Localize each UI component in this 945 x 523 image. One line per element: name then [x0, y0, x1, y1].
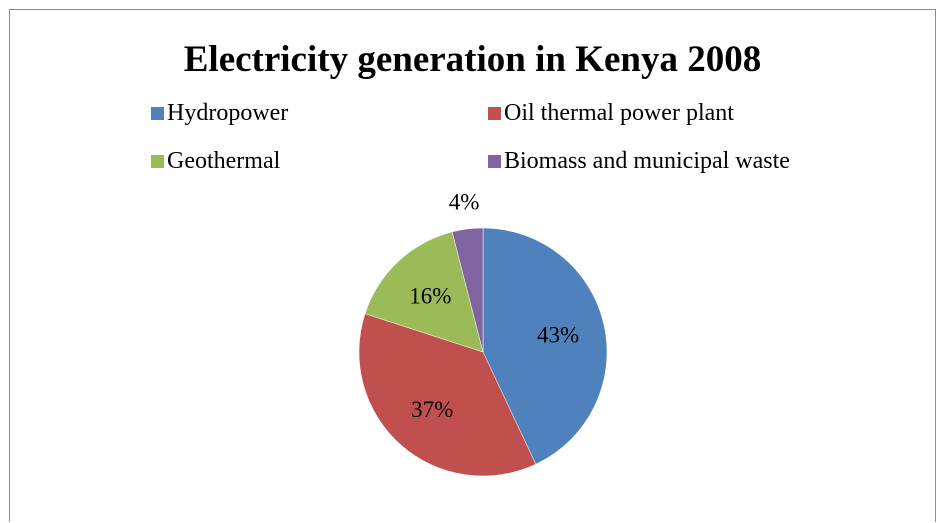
- legend-item-biomass: Biomass and municipal waste: [488, 147, 790, 175]
- legend-label-hydropower: Hydropower: [167, 100, 289, 126]
- data-label-geothermal: 16%: [409, 283, 451, 308]
- data-label-oil-thermal: 37%: [411, 397, 453, 422]
- data-label-biomass: 4%: [449, 189, 480, 214]
- chart-title: Electricity generation in Kenya 2008: [183, 39, 762, 80]
- data-label-hydropower: 43%: [537, 323, 579, 348]
- legend-item-geothermal: Geothermal: [151, 147, 280, 175]
- legend-swatch-oil-thermal: [488, 106, 501, 120]
- pie-slice-geothermal: [364, 231, 484, 353]
- pie-slice-biomass: [451, 227, 484, 353]
- legend-label-biomass: Biomass and municipal waste: [504, 148, 790, 174]
- pie-slice-oil-thermal: [358, 313, 537, 477]
- legend-swatch-hydropower: [151, 106, 164, 120]
- legend-label-geothermal: Geothermal: [167, 148, 281, 174]
- pie-chart: 43% 37% 16% 4%: [358, 189, 608, 477]
- legend-swatch-biomass: [488, 154, 501, 168]
- legend-swatch-geothermal: [151, 154, 164, 168]
- chart-frame: Electricity generation in Kenya 2008 Hyd…: [9, 9, 936, 522]
- legend-item-hydropower: Hydropower: [151, 99, 288, 127]
- legend-item-oil-thermal: Oil thermal power plant: [488, 99, 734, 127]
- pie-slice-hydropower: [482, 227, 608, 465]
- legend-label-oil-thermal: Oil thermal power plant: [504, 100, 734, 126]
